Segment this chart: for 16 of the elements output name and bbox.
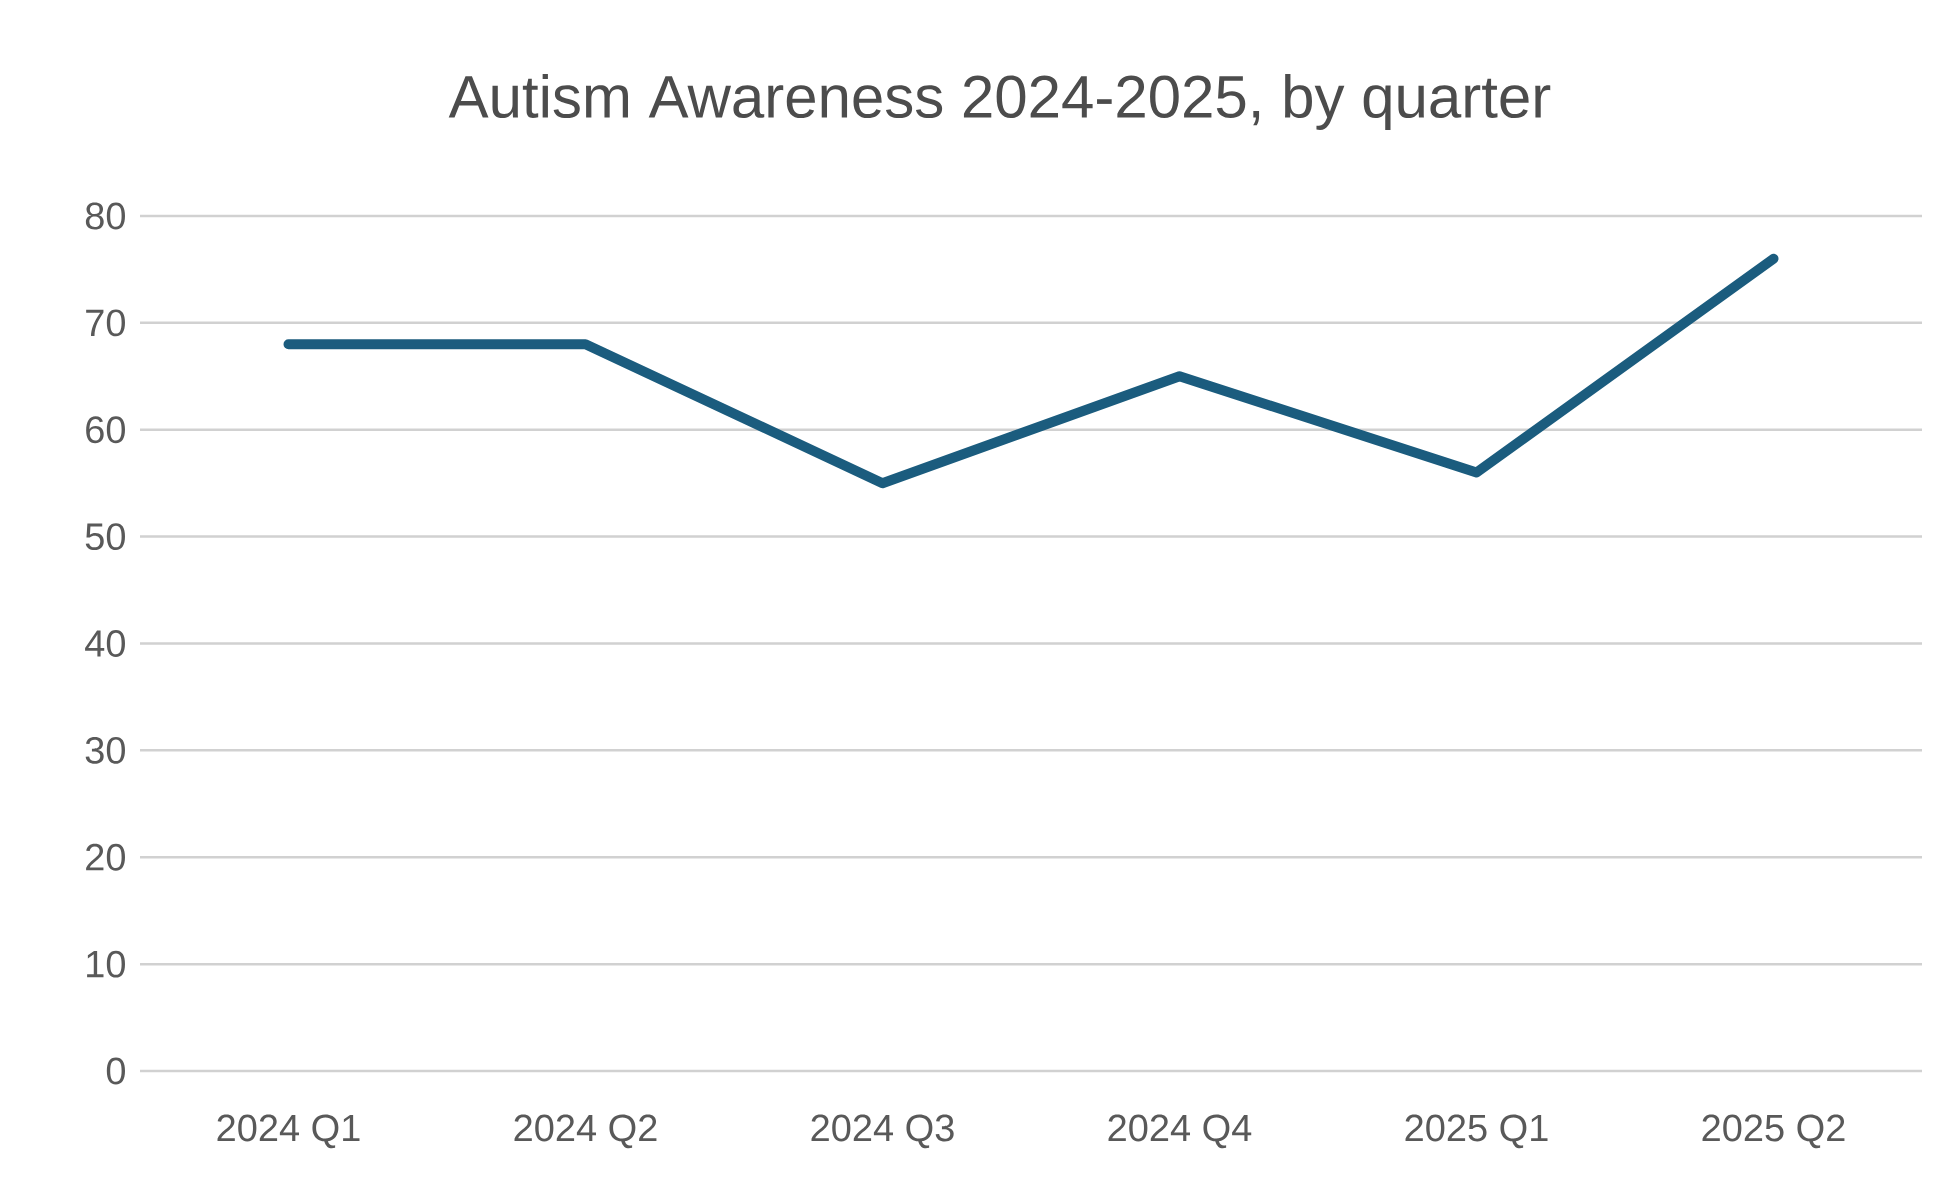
- y-tick-label: 30: [85, 736, 125, 764]
- y-tick-label: 80: [85, 202, 125, 230]
- y-tick-label: 60: [86, 416, 125, 444]
- y-tick-label: 70: [86, 309, 125, 337]
- y-tick-label: 50: [85, 523, 125, 551]
- chart-title: Autism Awareness 2024-2025, by quarter: [448, 74, 1551, 130]
- y-tick-label: 40: [85, 630, 125, 657]
- y-tick-label: 10: [87, 950, 125, 978]
- x-tick-label: 2025 Q1: [1405, 1114, 1548, 1149]
- x-tick-label: 2024 Q1: [217, 1114, 360, 1149]
- x-tick-label: 2025 Q2: [1702, 1114, 1845, 1149]
- x-tick-label: 2024 Q2: [514, 1114, 657, 1149]
- x-tick-label: 2024 Q4: [1108, 1114, 1252, 1149]
- y-tick-label: 0: [106, 1057, 125, 1085]
- y-tick-label: 20: [86, 843, 125, 871]
- x-tick-label: 2024 Q3: [811, 1114, 954, 1149]
